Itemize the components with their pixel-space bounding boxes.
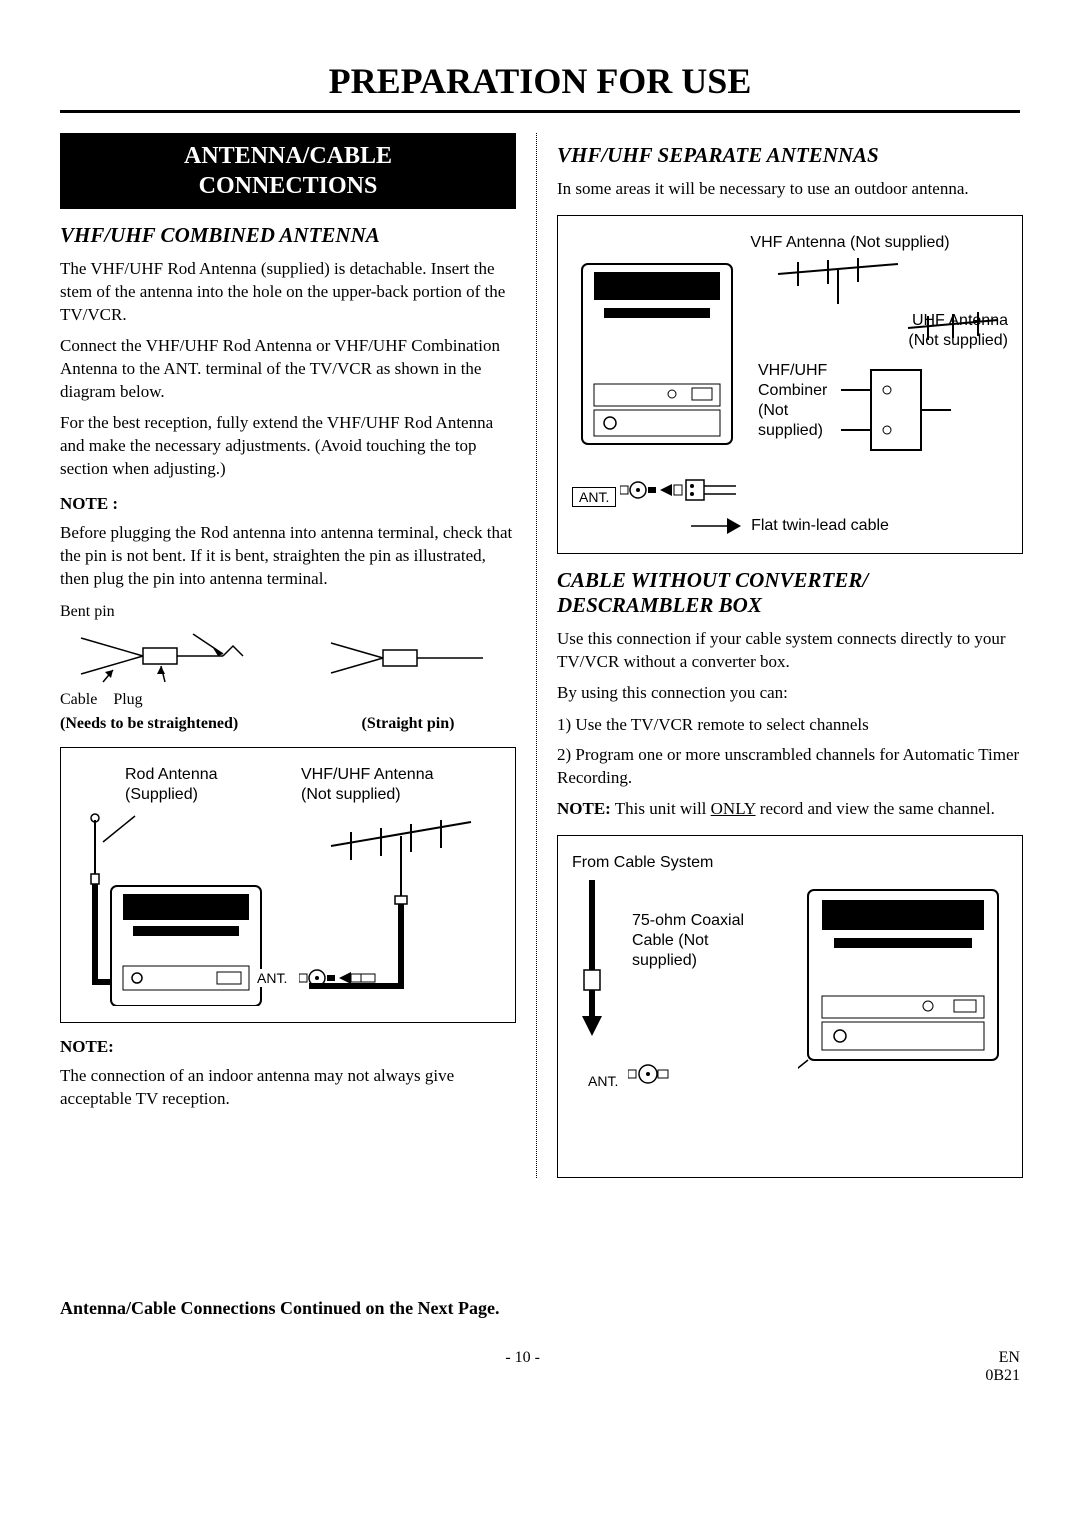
coax-cable-icon — [572, 880, 772, 1070]
combiner-label-3: (Not — [758, 402, 827, 420]
cable-system-figure: From Cable System 75-ohm Coaxial Cable (… — [557, 835, 1023, 1178]
combiner-label-2: Combiner — [758, 382, 827, 400]
footer-en: EN — [999, 1349, 1020, 1366]
combined-para-2: Connect the VHF/UHF Rod Antenna or VHF/U… — [60, 335, 516, 404]
list-item-2: 2) Program one or more unscrambled chann… — [557, 743, 1023, 791]
ant-port-label-r1: ANT. — [572, 487, 616, 507]
separate-antennas-title: VHF/UHF SEPARATE ANTENNAS — [557, 143, 1023, 168]
combined-para-3: For the best reception, fully extend the… — [60, 412, 516, 481]
cable-plug-labels: Cable Plug — [60, 691, 276, 709]
coax-label-1: 75-ohm Coaxial — [632, 912, 842, 930]
tv-unit-icon: ANT. — [572, 254, 742, 507]
ant-port-label-r2: ANT. — [582, 1072, 624, 1090]
antenna-cable-header: ANTENNA/CABLE CONNECTIONS — [60, 133, 516, 209]
left-column: ANTENNA/CABLE CONNECTIONS VHF/UHF COMBIN… — [60, 133, 516, 1178]
separate-para-1: In some areas it will be necessary to us… — [557, 178, 1023, 201]
list-item-1: 1) Use the TV/VCR remote to select chann… — [557, 713, 1023, 737]
rod-antenna-label-2: (Supplied) — [125, 786, 285, 804]
pin-illustration-row: Bent pin — [60, 603, 516, 733]
ant-connector-r2-icon — [628, 1062, 688, 1086]
column-divider — [536, 133, 537, 1178]
cable-without-converter-title: CABLE WITHOUT CONVERTER/ DESCRAMBLER BOX — [557, 568, 1023, 618]
note-bold-label: NOTE: — [557, 799, 611, 818]
straight-pin-block: (Straight pin) — [300, 603, 516, 733]
vhf-antenna-label: VHF Antenna (Not supplied) — [692, 234, 1008, 252]
page-footer: - 10 - EN 0B21 — [60, 1349, 1020, 1385]
right-column: VHF/UHF SEPARATE ANTENNAS In some areas … — [557, 133, 1023, 1178]
ant-port-label-left: ANT. — [251, 969, 293, 987]
rod-antenna-label-1: Rod Antenna — [125, 766, 285, 784]
note-body-2: The connection of an indoor antenna may … — [60, 1065, 516, 1111]
note-label-2: NOTE: — [60, 1037, 516, 1057]
bent-pin-block: Bent pin — [60, 603, 276, 733]
straight-pin-icon — [300, 623, 516, 693]
from-cable-label: From Cable System — [572, 854, 1008, 872]
combined-antenna-figure: Rod Antenna (Supplied) — [60, 747, 516, 1023]
vhfuhf-antenna-label-2: (Not supplied) — [301, 786, 501, 804]
page-number: - 10 - — [505, 1349, 540, 1385]
header-line2: CONNECTIONS — [199, 173, 378, 199]
tv-unit-icon-2 — [798, 880, 1008, 1080]
cable-para-1: Use this connection if your cable system… — [557, 628, 1023, 674]
straight-pin-caption: (Straight pin) — [300, 715, 516, 733]
flat-twin-lead-label: Flat twin-lead cable — [751, 517, 889, 535]
note-post: record and view the same channel. — [756, 799, 995, 818]
ant-connector-r1-icon — [620, 478, 740, 502]
combiner-label-1: VHF/UHF — [758, 362, 827, 380]
ant-connector-icon — [299, 966, 379, 990]
combiner-label-4: supplied) — [758, 422, 827, 440]
separate-antennas-figure: VHF Antenna (Not supplied) ANT. — [557, 215, 1023, 554]
page-title: PREPARATION FOR USE — [60, 60, 1020, 113]
leader-arrow-icon — [691, 516, 741, 536]
sub2-line1: CABLE WITHOUT CONVERTER/ — [557, 568, 868, 592]
plug-label: Plug — [113, 691, 142, 708]
two-column-layout: ANTENNA/CABLE CONNECTIONS VHF/UHF COMBIN… — [60, 133, 1020, 1178]
coax-label-3: supplied) — [632, 952, 842, 970]
bent-pin-caption: (Needs to be straightened) — [60, 715, 276, 733]
continued-note: Antenna/Cable Connections Continued on t… — [60, 1298, 1020, 1319]
header-line1: ANTENNA/CABLE — [184, 143, 392, 169]
bent-pin-icon — [60, 621, 276, 691]
bent-pin-label: Bent pin — [60, 603, 276, 621]
sub2-line2: DESCRAMBLER BOX — [557, 593, 762, 617]
coax-label-2: Cable (Not — [632, 932, 842, 950]
uhf-antenna-label-2: (Not supplied) — [758, 332, 1008, 350]
uhf-antenna-label-1: UHF Antenna — [758, 312, 1008, 330]
vhf-uhf-combined-title: VHF/UHF COMBINED ANTENNA — [60, 223, 516, 248]
cable-para-2: By using this connection you can: — [557, 682, 1023, 705]
combined-para-1: The VHF/UHF Rod Antenna (supplied) is de… — [60, 258, 516, 327]
footer-code: 0B21 — [985, 1367, 1020, 1384]
note-body-1: Before plugging the Rod antenna into ant… — [60, 522, 516, 591]
combiner-icon — [841, 360, 951, 460]
note-only-underline: ONLY — [711, 799, 756, 818]
only-note: NOTE: This unit will ONLY record and vie… — [557, 798, 1023, 821]
cable-label: Cable — [60, 691, 97, 708]
vhfuhf-antenna-label-1: VHF/UHF Antenna — [301, 766, 501, 784]
note-label-1: NOTE : — [60, 494, 516, 514]
note-pre: This unit will — [611, 799, 711, 818]
